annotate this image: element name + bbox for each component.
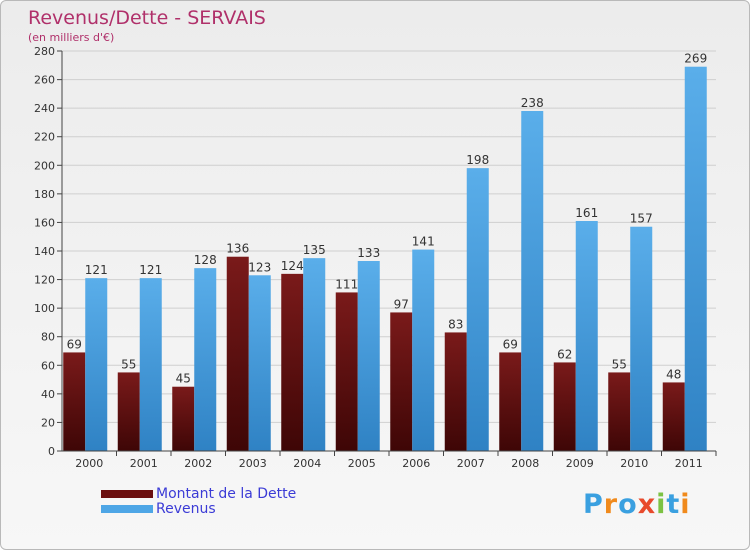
x-tick-label: 2001 [130,457,158,470]
revenus-value-label: 123 [248,260,271,274]
logo-letter: P [583,489,604,520]
debt-bar [172,386,195,451]
x-tick-label: 2008 [511,457,539,470]
debt-value-label: 111 [335,277,358,291]
y-tick-label: 0 [48,445,55,458]
y-tick-label: 200 [34,159,55,172]
x-tick-label: 2006 [402,457,430,470]
revenus-bar [684,66,707,451]
legend-label-revenus: Revenus [156,501,216,517]
y-tick-label: 140 [34,245,55,258]
y-tick-label: 160 [34,216,55,229]
y-tick-label: 20 [41,416,55,429]
debt-bar [117,372,140,451]
revenus-value-label: 161 [575,206,598,220]
debt-value-label: 124 [281,259,304,273]
debt-bar [281,273,304,451]
x-tick-label: 2004 [293,457,321,470]
revenus-value-label: 128 [194,253,217,267]
debt-bar [390,312,413,451]
chart-subtitle: (en milliers d'€) [28,31,115,44]
revenus-bar [575,221,598,451]
debt-value-label: 97 [394,297,409,311]
data-labels: 69 121 55 121 45 128 136 123 124 135 111 133 97 141 83… [67,52,708,386]
y-tick-label: 180 [34,188,55,201]
x-tick-label: 2009 [566,457,594,470]
debt-bar [499,352,522,451]
revenus-value-label: 198 [466,153,489,167]
logo-letter: o [618,489,638,520]
debt-value-label: 69 [503,337,518,351]
y-tick-label: 80 [41,331,55,344]
debt-bar [662,382,685,451]
revenus-value-label: 133 [357,246,380,260]
x-tick-label: 2002 [184,457,212,470]
debt-value-label: 62 [557,347,572,361]
revenus-bar [194,268,217,451]
debt-value-label: 136 [226,242,249,256]
legend-swatch-dette [101,490,153,498]
legend-swatch-revenus [101,505,153,513]
revenus-bar [466,168,489,451]
y-tick-label: 100 [34,302,55,315]
revenus-bar [85,278,108,451]
y-tick-label: 240 [34,102,55,115]
revenus-bar [521,111,544,451]
revenus-value-label: 238 [521,96,544,110]
revenus-bar [303,258,326,451]
revenus-value-label: 121 [139,263,162,277]
debt-value-label: 83 [448,317,463,331]
revenus-value-label: 269 [684,52,707,66]
x-tick-label: 2003 [239,457,267,470]
y-tick-label: 60 [41,359,55,372]
revenus-value-label: 141 [412,235,435,249]
debt-bar [608,372,631,451]
revenus-bar [139,278,162,451]
chart-title: Revenus/Dette - SERVAIS [28,7,266,29]
y-tick-label: 280 [34,45,55,58]
y-tick-label: 40 [41,388,55,401]
logo-letter: t [666,489,681,520]
y-tick-label: 220 [34,131,55,144]
debt-value-label: 55 [612,357,627,371]
debt-value-label: 55 [121,357,136,371]
logo-letter: i [680,489,691,520]
y-tick-label: 260 [34,74,55,87]
revenus-value-label: 121 [85,263,108,277]
revenus-bar [357,261,380,451]
proxiti-logo: Proxiti [583,489,691,520]
logo-letter: r [603,489,619,520]
grid [62,50,716,423]
debt-bar [553,362,576,451]
x-tick-label: 2011 [675,457,703,470]
logo-letter: i [656,489,667,520]
y-tick-label: 120 [34,274,55,287]
debt-value-label: 48 [666,367,681,381]
revenus-value-label: 135 [303,243,326,257]
x-tick-label: 2005 [348,457,376,470]
logo-letter: x [637,489,657,520]
x-tick-label: 2000 [75,457,103,470]
debt-bar [444,332,467,451]
axes: 0 20 40 60 80 100 120 140 160 180 200 220 240 260 280 2… [34,45,717,470]
debt-bar [63,352,86,451]
debt-bar [335,292,358,451]
revenus-bar [630,226,653,451]
revenus-bar [248,275,271,451]
x-tick-label: 2010 [620,457,648,470]
debt-bar [226,256,249,451]
legend-label-dette: Montant de la Dette [156,486,297,502]
debt-value-label: 45 [176,372,191,386]
debt-value-label: 69 [67,337,82,351]
bars [63,66,707,451]
x-tick-label: 2007 [457,457,485,470]
revenus-bar [412,249,435,451]
revenus-value-label: 157 [630,212,653,226]
